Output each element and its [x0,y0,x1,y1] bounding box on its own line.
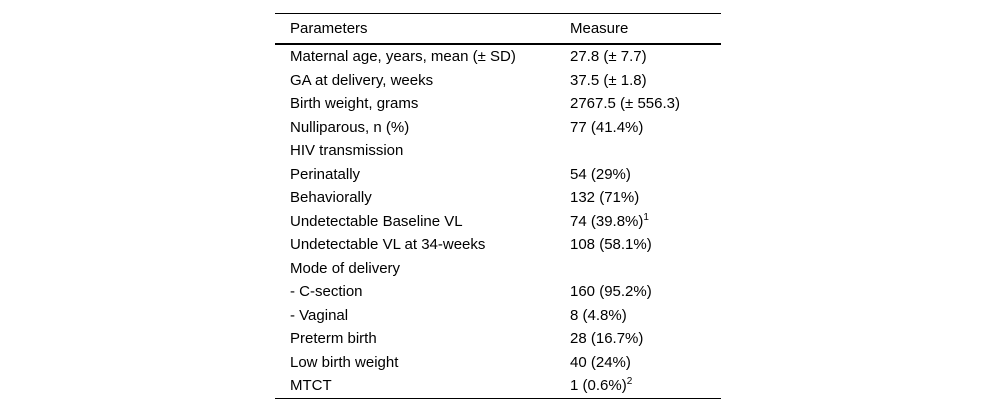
table-row: Mode of delivery [275,257,721,281]
cell-measure: 8 (4.8%) [570,307,721,324]
table-row: GA at delivery, weeks 37.5 (± 1.8) [275,69,721,93]
table-row: Undetectable Baseline VL 74 (39.8%)1 [275,210,721,234]
measure-value: 132 (71%) [570,189,640,207]
column-header-parameters: Parameters [290,20,368,37]
table-row: Perinatally 54 (29%) [275,163,721,187]
measure-value: 2767.5 (± 556.3) [570,95,680,113]
cell-parameter: Perinatally [290,165,361,183]
measure-value: 8 (4.8%) [570,306,627,324]
table-row: MTCT 1 (0.6%)2 [275,374,721,398]
measure-value: 27.8 (± 7.7) [570,48,647,66]
cell-parameter: Birth weight, grams [290,95,419,113]
cell-measure: 160 (95.2%) [570,283,721,300]
table-header-row: Parameters Measure [275,14,721,45]
measure-value: 54 (29%) [570,165,631,183]
cell-parameter: HIV transmission [290,142,404,160]
table-row: - Vaginal 8 (4.8%) [275,304,721,328]
measure-value: 40 (24%) [570,353,631,371]
column-header-measure: Measure [570,20,629,37]
table-row: Low birth weight 40 (24%) [275,351,721,375]
table-row: Undetectable VL at 34-weeks 108 (58.1%) [275,233,721,257]
measure-value: 108 (58.1%) [570,236,652,254]
cell-measure: 77 (41.4%) [570,119,721,136]
cell-parameter: Low birth weight [290,353,399,371]
cell-measure: 2767.5 (± 556.3) [570,95,721,112]
measure-value: 1 (0.6%) [570,377,627,395]
cell-parameter: GA at delivery, weeks [290,71,434,89]
cell-measure: 108 (58.1%) [570,236,721,253]
cell-parameter: Undetectable VL at 34-weeks [290,236,486,254]
table-body: Maternal age, years, mean (± SD) 27.8 (± … [275,45,721,398]
measure-value: 74 (39.8%) [570,212,644,230]
cell-parameter: MTCT [290,377,332,395]
table-row: Birth weight, grams 2767.5 (± 556.3) [275,92,721,116]
measure-value: 77 (41.4%) [570,118,644,136]
cell-measure: 28 (16.7%) [570,330,721,347]
cell-parameter: Behaviorally [290,189,372,207]
measure-value: 28 (16.7%) [570,330,644,348]
cell-parameter: - C-section [290,283,363,301]
cell-measure: 37.5 (± 1.8) [570,72,721,89]
measure-value: 37.5 (± 1.8) [570,71,647,89]
footnote-marker: 2 [626,376,633,388]
cell-parameter: Mode of delivery [290,259,401,277]
table-row: Behaviorally 132 (71%) [275,186,721,210]
cell-measure: 40 (24%) [570,354,721,371]
table-row: - C-section 160 (95.2%) [275,280,721,304]
cell-measure: 1 (0.6%)2 [570,376,721,395]
cell-parameter: Preterm birth [290,330,377,348]
table-row: Nulliparous, n (%) 77 (41.4%) [275,116,721,140]
cell-parameter: Undetectable Baseline VL [290,212,463,230]
cell-parameter: Nulliparous, n (%) [290,118,410,136]
table-row: Maternal age, years, mean (± SD) 27.8 (± … [275,45,721,69]
cell-parameter: - Vaginal [290,306,349,324]
table-row: HIV transmission [275,139,721,163]
cell-parameter: Maternal age, years, mean (± SD) [290,48,516,66]
cell-measure: 27.8 (± 7.7) [570,48,721,65]
measure-value: 160 (95.2%) [570,283,652,301]
cell-measure: 74 (39.8%)1 [570,211,721,230]
cell-measure: 54 (29%) [570,166,721,183]
table-row: Preterm birth 28 (16.7%) [275,327,721,351]
footnote-marker: 1 [643,211,649,223]
cell-measure: 132 (71%) [570,189,721,206]
parameters-table: Parameters Measure Maternal age, years, … [275,13,721,399]
